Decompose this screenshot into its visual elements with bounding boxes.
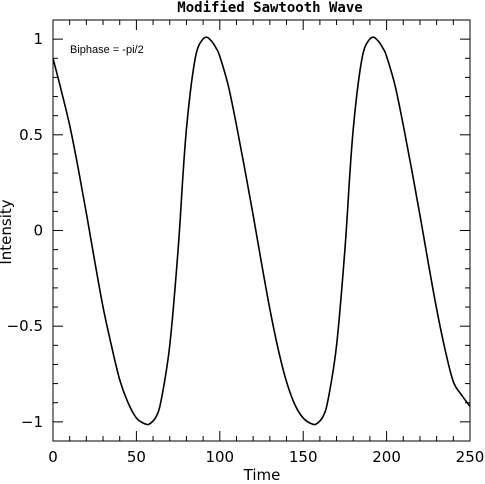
x-tick-label: 200 <box>372 448 401 466</box>
series-line <box>52 36 471 426</box>
y-tick-label: −1 <box>21 413 43 431</box>
tick-marks <box>52 19 471 442</box>
x-tick-label: 50 <box>127 448 146 466</box>
y-axis-title: Intensity <box>0 199 15 264</box>
biphase-annotation: Biphase = -pi/2 <box>70 44 144 56</box>
series-lines <box>52 36 471 426</box>
chart-title: Modified Sawtooth Wave <box>177 0 362 16</box>
x-tick-label: 250 <box>456 448 485 466</box>
x-tick-label: 100 <box>205 448 234 466</box>
y-tick-label: 0 <box>33 222 43 240</box>
y-tick-label: −0.5 <box>7 317 43 335</box>
plot-frame <box>52 19 471 442</box>
x-tick-label: 0 <box>48 448 58 466</box>
y-tick-label: 1 <box>33 30 43 48</box>
y-tick-labels: 1 0.5 0 −0.5 −1 <box>7 30 43 431</box>
x-tick-labels: 0 50 100 150 200 250 <box>48 448 484 466</box>
x-tick-label: 150 <box>289 448 318 466</box>
y-tick-label: 0.5 <box>19 126 43 144</box>
x-axis-title: Time <box>243 466 281 484</box>
